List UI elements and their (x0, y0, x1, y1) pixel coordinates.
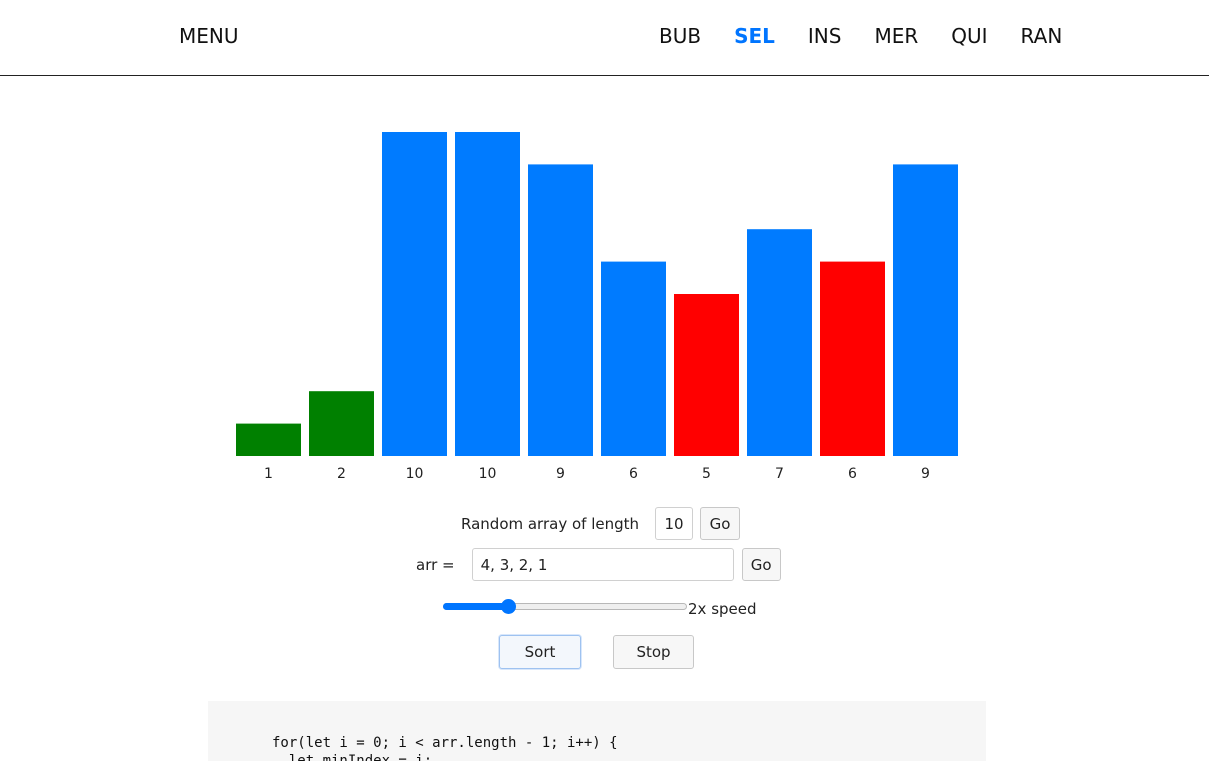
bar-label-7: 5 (702, 466, 711, 482)
arr-label: arr = (416, 555, 455, 574)
code-line: let minIndex = i; (272, 753, 433, 761)
random-length-input[interactable]: 10 (655, 507, 694, 540)
bar-label-5: 9 (556, 466, 565, 482)
random-array-label: Random array of length (461, 514, 640, 533)
speed-slider-fill (443, 603, 509, 610)
bar-label-4: 10 (479, 466, 497, 482)
bar-5 (528, 164, 593, 456)
nav-insertion-sort[interactable]: INS (807, 24, 842, 48)
bar-4 (455, 132, 520, 456)
nav-bubble-sort[interactable]: BUB (659, 24, 702, 48)
bar-9 (820, 261, 885, 456)
array-input-row: arr = 4, 3, 2, 1 Go (416, 548, 781, 581)
bar-2 (309, 391, 374, 456)
bar-1 (236, 423, 301, 456)
bar-6 (601, 261, 666, 456)
code-panel: for(let i = 0; i < arr.length - 1; i++) … (208, 701, 986, 761)
top-navbar: MENU BUB SEL INS MER QUI RAN (0, 0, 1209, 76)
code-line: for(let i = 0; i < arr.length - 1; i++) … (272, 735, 618, 751)
bar-label-10: 9 (921, 466, 930, 482)
bar-3 (382, 132, 447, 456)
bar-10 (893, 164, 958, 456)
bar-label-8: 7 (775, 466, 784, 482)
bar-label-2: 2 (337, 466, 346, 482)
nav-radix-sort[interactable]: RAN (1020, 24, 1063, 48)
speed-label: 2x speed (688, 600, 757, 618)
stop-button[interactable]: Stop (613, 635, 694, 669)
nav-merge-sort[interactable]: MER (874, 24, 919, 48)
array-go-button[interactable]: Go (741, 548, 781, 581)
nav-selection-sort[interactable]: SEL (734, 24, 775, 48)
nav-quick-sort[interactable]: QUI (951, 24, 988, 48)
bar-label-1: 1 (264, 466, 273, 482)
bar-label-9: 6 (848, 466, 857, 482)
algorithm-nav: BUB SEL INS MER QUI RAN (659, 24, 1095, 48)
bar-label-6: 6 (629, 466, 638, 482)
sort-button[interactable]: Sort (499, 635, 581, 669)
random-array-row: Random array of length 10 Go (461, 507, 741, 540)
menu-button[interactable]: MENU (179, 24, 239, 48)
bar-8 (747, 229, 812, 456)
bar-7 (674, 294, 739, 456)
array-input[interactable]: 4, 3, 2, 1 (471, 548, 734, 581)
array-bar-chart: 1 2 10 10 9 6 5 7 6 9 (236, 132, 958, 482)
bar-label-3: 10 (406, 466, 424, 482)
speed-slider[interactable] (443, 598, 687, 616)
random-go-button[interactable]: Go (700, 507, 741, 540)
speed-slider-thumb[interactable] (501, 599, 517, 614)
